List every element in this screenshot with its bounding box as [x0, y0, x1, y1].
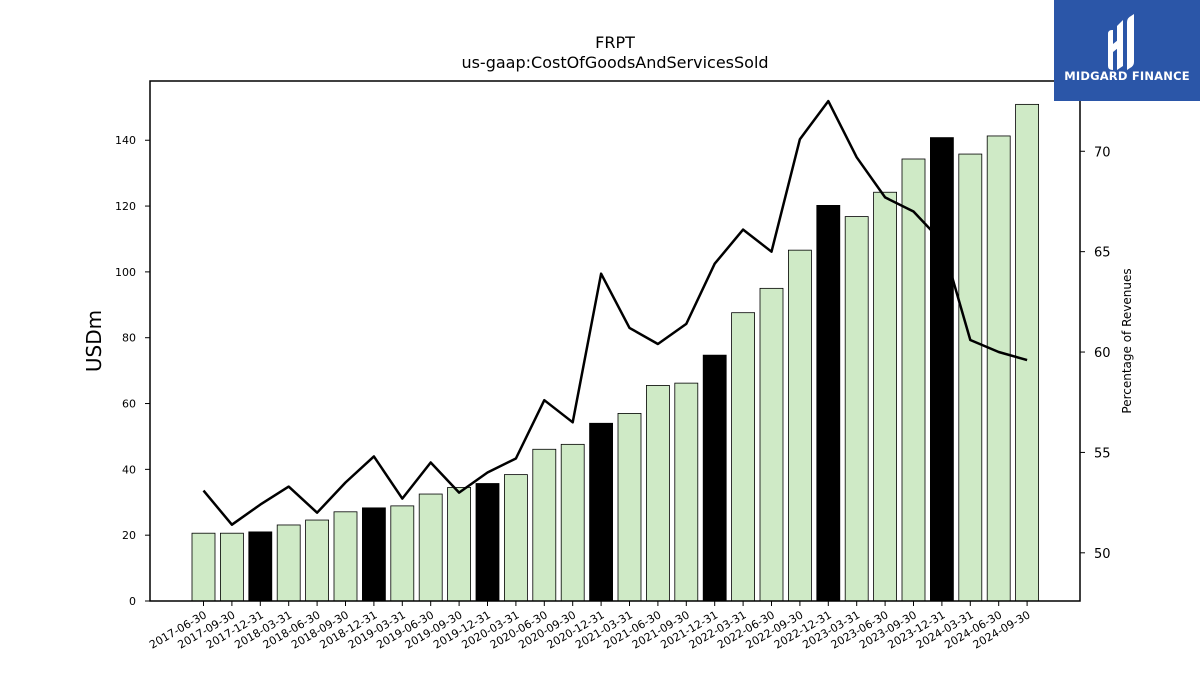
bar	[901, 158, 926, 602]
line-series	[202, 99, 1028, 526]
bar	[390, 505, 415, 602]
bar	[589, 422, 613, 602]
y-tick-label-right: 55	[1094, 446, 1111, 461]
bar	[873, 191, 897, 602]
y-tick-label: 40	[122, 463, 136, 476]
y-axis-right: 50 55 60 65 70	[1080, 145, 1111, 562]
x-axis: 2017-06-302017-09-302017-12-312018-03-31…	[147, 601, 1033, 652]
y-axis-left: 0 20 40 60 80 100 120 140	[115, 134, 150, 608]
y-tick-label-right: 60	[1094, 346, 1111, 361]
bar	[702, 354, 727, 602]
bar	[560, 443, 585, 602]
bar	[617, 413, 642, 602]
bar	[986, 135, 1011, 602]
bar	[1015, 103, 1039, 602]
logo-mark-icon	[1108, 14, 1134, 70]
midgard-finance-logo: MIDGARD FINANCE	[1054, 0, 1200, 101]
logo-text: MIDGARD FINANCE	[1064, 69, 1190, 83]
y-tick-label-right: 50	[1094, 547, 1111, 562]
bar	[646, 385, 670, 602]
bar	[418, 493, 443, 602]
bar	[816, 205, 841, 602]
y-tick-label: 120	[115, 200, 136, 213]
chart-subtitle: us-gaap:CostOfGoodsAndServicesSold	[461, 53, 768, 72]
bar	[788, 249, 812, 602]
bar	[844, 216, 869, 602]
plot-frame	[149, 80, 1081, 602]
bar	[305, 519, 330, 602]
bar-series	[191, 103, 1039, 602]
y-axis-label-right: Percentage of Revenues	[1120, 268, 1134, 413]
bar	[191, 532, 216, 602]
bar	[731, 312, 755, 602]
y-tick-label: 20	[122, 529, 136, 542]
bar	[447, 487, 472, 602]
bar	[248, 531, 273, 602]
bar	[333, 511, 358, 602]
y-tick-label: 0	[129, 595, 136, 608]
bar	[503, 474, 528, 602]
y-tick-label-right: 70	[1094, 145, 1111, 160]
bar	[219, 532, 244, 602]
y-tick-label: 100	[115, 266, 136, 279]
y-axis-label: USDm	[82, 310, 106, 372]
bar	[361, 507, 386, 602]
y-tick-label: 60	[122, 398, 136, 411]
bar	[674, 382, 699, 602]
bar	[958, 153, 983, 602]
bar	[276, 524, 301, 602]
bar	[475, 483, 500, 602]
bar	[532, 448, 557, 602]
bar	[930, 137, 954, 602]
chart-title: FRPT	[595, 33, 635, 52]
bar	[759, 287, 784, 602]
y-tick-label: 80	[122, 332, 136, 345]
y-tick-label: 140	[115, 134, 136, 147]
y-tick-label-right: 65	[1094, 246, 1111, 261]
line-path	[202, 99, 1028, 526]
